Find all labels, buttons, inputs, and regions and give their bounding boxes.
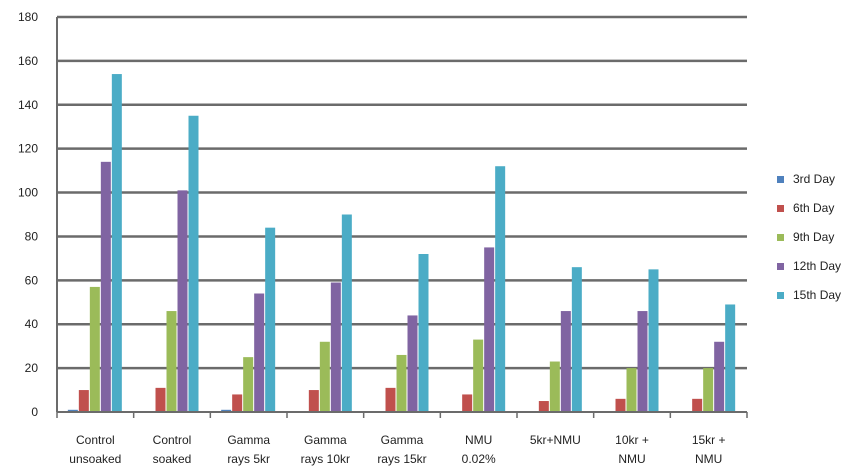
bar-12th-day <box>330 282 341 412</box>
bar-12th-day <box>100 161 111 412</box>
x-category-label: rays 10kr <box>301 452 350 466</box>
bar-6th-day <box>615 398 626 412</box>
bar-15th-day <box>648 269 659 412</box>
x-category-label: 10kr + <box>615 433 649 447</box>
x-category-label: Gamma <box>227 433 270 447</box>
legend-label: 6th Day <box>793 201 834 215</box>
x-category-label: 15kr + <box>692 433 726 447</box>
legend-swatch <box>777 263 784 270</box>
legend-swatch <box>777 292 784 299</box>
bar-9th-day <box>243 357 254 412</box>
bar-12th-day <box>254 293 265 412</box>
legend-label: 3rd Day <box>793 172 835 186</box>
bar-9th-day <box>89 286 100 412</box>
bar-12th-day <box>177 190 188 412</box>
y-tick-label: 140 <box>18 98 38 112</box>
legend-swatch <box>777 205 784 212</box>
bar-15th-day <box>341 214 352 412</box>
x-category-label: 5kr+NMU <box>530 433 581 447</box>
y-tick-label: 20 <box>25 361 39 375</box>
bar-6th-day <box>462 394 473 412</box>
bars <box>67 74 736 413</box>
bar-6th-day <box>308 390 319 412</box>
x-category-label: rays 5kr <box>227 452 270 466</box>
y-tick-labels: 0 20 40 60 80 100 120 140 160 180 <box>18 10 38 419</box>
bar-15th-day <box>571 267 582 412</box>
y-tick-label: 160 <box>18 54 38 68</box>
bar-3rd-day <box>67 409 78 412</box>
y-tick-label: 100 <box>18 186 38 200</box>
bar-15th-day <box>495 166 506 412</box>
bar-9th-day <box>396 354 407 412</box>
y-tick-label: 40 <box>25 317 39 331</box>
bar-15th-day <box>418 254 429 412</box>
bar-6th-day <box>538 401 549 412</box>
legend-label: 15th Day <box>793 288 841 302</box>
y-tick-label: 80 <box>25 229 39 243</box>
legend-label: 9th Day <box>793 230 834 244</box>
y-tick-label: 0 <box>31 405 38 419</box>
legend: 3rd Day 6th Day 9th Day 12th Day 15th Day <box>777 172 841 302</box>
bar-9th-day <box>319 341 330 412</box>
x-category-label: NMU <box>618 452 645 466</box>
legend-swatch <box>777 234 784 241</box>
x-category-label: unsoaked <box>69 452 121 466</box>
bar-12th-day <box>714 341 725 412</box>
bar-15th-day <box>725 304 736 412</box>
bar-3rd-day <box>221 409 232 412</box>
bar-12th-day <box>407 315 418 412</box>
bar-15th-day <box>265 227 276 412</box>
bar-12th-day <box>484 247 495 412</box>
bar-9th-day <box>626 368 637 412</box>
bar-9th-day <box>166 311 177 412</box>
x-category-label: rays 15kr <box>377 452 426 466</box>
bar-9th-day <box>473 339 484 412</box>
x-category-label: 0.02% <box>462 452 496 466</box>
legend-label: 12th Day <box>793 259 841 273</box>
x-category-labels: Control unsoaked Control soaked Gamma rays 5k… <box>69 433 725 466</box>
bar-9th-day <box>549 361 560 412</box>
bar-12th-day <box>637 311 648 412</box>
x-category-label: soaked <box>153 452 192 466</box>
x-category-label: NMU <box>465 433 492 447</box>
legend-swatch <box>777 176 784 183</box>
bar-15th-day <box>188 115 199 412</box>
bar-6th-day <box>232 394 243 412</box>
bar-6th-day <box>155 387 166 412</box>
axes <box>56 17 748 418</box>
bar-15th-day <box>111 74 122 413</box>
x-category-label: Control <box>76 433 115 447</box>
bar-6th-day <box>385 387 396 412</box>
y-tick-label: 180 <box>18 10 38 24</box>
bar-6th-day <box>692 398 703 412</box>
y-tick-label: 120 <box>18 142 38 156</box>
x-category-label: Control <box>153 433 192 447</box>
bar-12th-day <box>560 311 571 412</box>
x-category-label: NMU <box>695 452 722 466</box>
x-category-label: Gamma <box>381 433 424 447</box>
y-tick-label: 60 <box>25 273 39 287</box>
bar-9th-day <box>703 368 714 412</box>
bar-6th-day <box>78 390 89 412</box>
x-category-label: Gamma <box>304 433 347 447</box>
